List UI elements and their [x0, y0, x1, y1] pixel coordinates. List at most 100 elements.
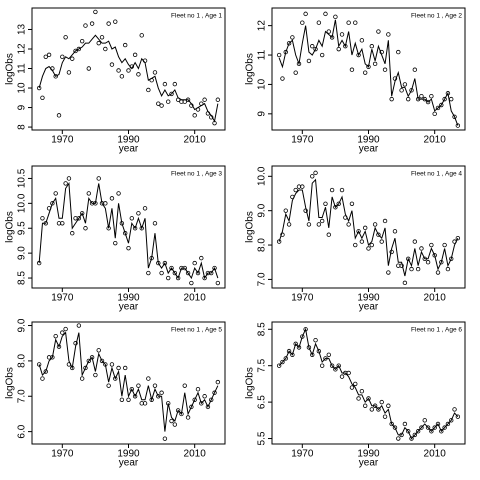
y-tick-label: 12 [257, 20, 268, 32]
x-tick-label: 1970 [291, 135, 314, 146]
y-tick-label: 9.0 [257, 203, 268, 217]
data-point [182, 383, 187, 388]
data-point [126, 245, 131, 251]
data-point [142, 206, 148, 211]
data-point [195, 270, 201, 276]
data-point [449, 418, 454, 423]
data-point [346, 370, 351, 376]
data-point [333, 14, 338, 20]
plot-frame [271, 165, 466, 289]
data-point [215, 280, 221, 286]
data-point [386, 270, 391, 275]
data-point [103, 46, 108, 52]
data-point [136, 211, 141, 216]
data-point [356, 396, 361, 401]
x-tick-label: 1970 [291, 449, 314, 460]
data-point [86, 66, 91, 71]
data-point [386, 32, 391, 37]
data-point [396, 49, 401, 55]
data-point [76, 46, 82, 52]
x-tick-label: 1990 [117, 293, 140, 304]
data-point [192, 397, 197, 402]
data-point [389, 96, 394, 102]
data-point [425, 260, 431, 265]
data-point [369, 407, 375, 412]
x-tick-label: 1990 [357, 135, 380, 146]
data-point [106, 21, 111, 26]
data-point [425, 425, 431, 430]
y-tick-label: 10.0 [257, 166, 268, 186]
data-point [122, 231, 128, 236]
x-tick-label: 2010 [424, 449, 447, 460]
data-point [106, 383, 111, 388]
data-point [310, 44, 315, 49]
data-point [316, 348, 322, 354]
data-point [290, 35, 295, 40]
panel-title: Fleet no 1 , Age 5 [171, 327, 222, 334]
data-point [300, 184, 305, 189]
data-point [93, 372, 98, 378]
panel: 1970 1990 2010 6.0 7.0 8.0 9.0 year logObs Fleet … [5, 318, 226, 469]
data-point [53, 191, 58, 196]
data-point [452, 407, 457, 412]
data-point [326, 232, 331, 237]
x-tick-label: 1990 [117, 449, 140, 460]
data-point [212, 265, 217, 271]
data-point [432, 111, 437, 117]
data-point [109, 196, 115, 201]
fit-line [38, 34, 219, 123]
x-tick-label: 2010 [184, 135, 207, 146]
data-point [113, 376, 118, 381]
fit-line [38, 331, 219, 432]
data-point [205, 404, 211, 410]
data-point [356, 229, 361, 234]
data-point [435, 270, 441, 275]
data-point [185, 270, 191, 276]
data-point [56, 113, 62, 118]
data-point [306, 222, 312, 227]
data-point [296, 345, 302, 350]
data-point [83, 365, 88, 371]
data-point [366, 396, 371, 401]
data-point [132, 394, 138, 399]
data-point [319, 218, 325, 224]
panel: 1970 1990 2010 8 9 10 11 12 13 year logObs Fleet no… [5, 7, 226, 155]
x-axis-label: year [359, 458, 379, 469]
data-point [76, 323, 82, 328]
panel: 1970 1990 2010 7.0 8.0 9.0 10.0 year logObs Fleet… [245, 165, 466, 313]
panel-title: Fleet no 1 , Age 6 [411, 327, 462, 334]
y-tick-label: 8 [17, 124, 28, 130]
x-tick-label: 1970 [51, 135, 74, 146]
y-axis-label: logObs [5, 211, 16, 243]
data-point [283, 356, 288, 361]
data-point [276, 363, 282, 368]
y-tick-label: 9 [17, 104, 28, 110]
data-point [76, 216, 82, 221]
data-point [86, 358, 91, 364]
y-tick-label: 11 [257, 49, 268, 60]
data-point [300, 20, 305, 25]
y-axis-label: logObs [245, 367, 256, 399]
data-point [126, 397, 131, 402]
y-axis-label: logObs [245, 53, 256, 85]
data-point [359, 388, 365, 394]
data-point [159, 270, 164, 276]
data-point [129, 386, 135, 392]
data-point [152, 221, 158, 226]
data-point [409, 436, 414, 441]
data-point [402, 82, 408, 87]
data-point [109, 62, 115, 67]
x-axis-label: year [119, 458, 139, 469]
data-point [79, 376, 85, 381]
data-point [386, 403, 391, 408]
data-point [339, 32, 345, 37]
x-tick-label: 1990 [357, 449, 380, 460]
data-point [409, 266, 414, 272]
data-point [122, 365, 128, 371]
data-point [192, 260, 197, 266]
data-point [202, 394, 207, 399]
data-point [119, 74, 125, 79]
data-point [323, 201, 328, 207]
data-point [353, 381, 358, 387]
data-point [439, 429, 444, 434]
